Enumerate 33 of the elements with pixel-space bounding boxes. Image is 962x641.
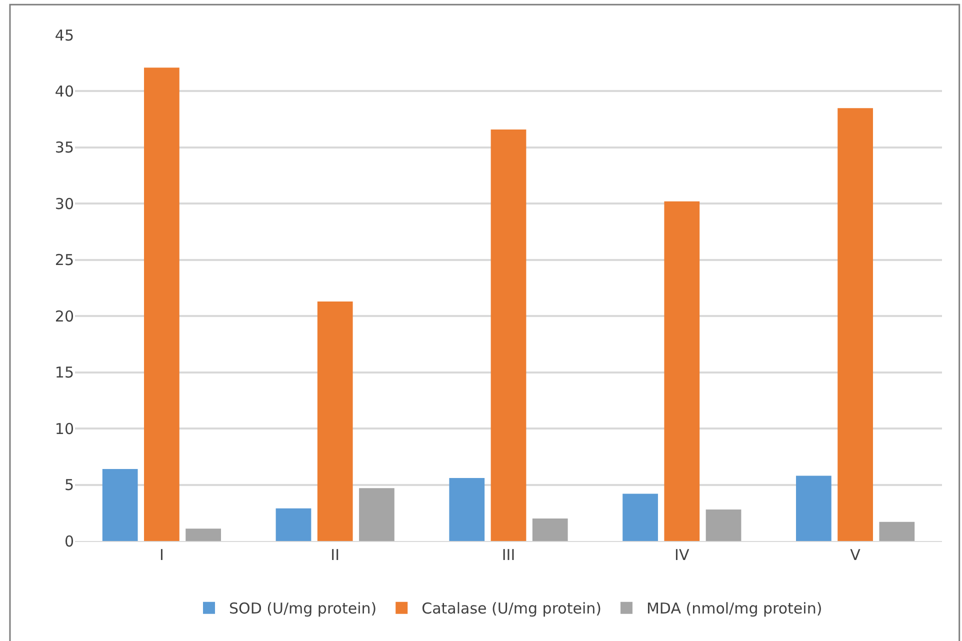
bar (879, 522, 915, 541)
legend-label: MDA (nmol/mg protein) (646, 600, 822, 618)
y-tick-label: 5 (64, 476, 74, 494)
bar (359, 488, 394, 541)
bar (449, 478, 485, 541)
bar (276, 508, 312, 541)
x-tick-label: II (330, 546, 340, 564)
x-tick-label: IV (674, 546, 690, 564)
bar (186, 528, 221, 541)
y-tick-label: 15 (54, 364, 74, 382)
bar (317, 301, 353, 541)
bar (102, 469, 138, 541)
bar (622, 494, 658, 541)
y-tick-label: 10 (54, 420, 74, 438)
y-tick-label: 30 (54, 194, 74, 213)
x-tick-label: I (159, 546, 164, 564)
bar (490, 129, 526, 541)
bar (664, 201, 700, 541)
y-tick-label: 20 (54, 307, 74, 326)
legend-label: Catalase (U/mg protein) (422, 600, 602, 618)
x-tick-label: V (850, 546, 862, 564)
y-tick-label: 40 (54, 82, 74, 100)
bar (532, 518, 568, 541)
bar (796, 476, 832, 541)
y-tick-label: 35 (54, 138, 74, 157)
y-tick-label: 45 (54, 26, 74, 44)
bar (144, 68, 180, 541)
bar (838, 108, 873, 541)
bar (706, 510, 742, 541)
x-tick-label: III (502, 546, 516, 564)
legend-label: SOD (U/mg protein) (229, 600, 377, 618)
y-tick-label: 0 (64, 532, 74, 550)
y-tick-label: 25 (54, 251, 74, 270)
